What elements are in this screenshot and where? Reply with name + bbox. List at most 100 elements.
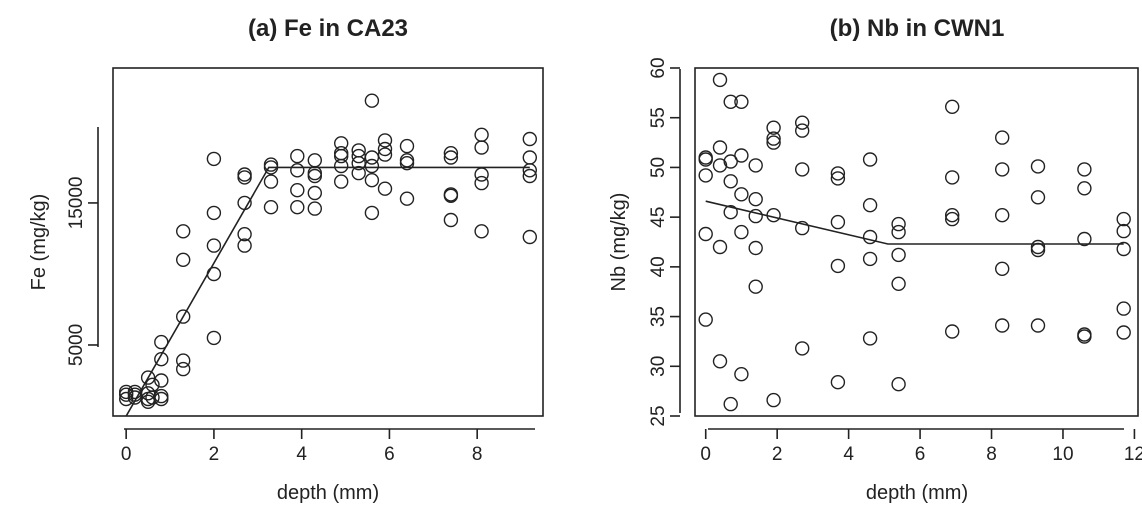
data-point-a — [154, 334, 169, 350]
data-point-b — [1030, 318, 1046, 333]
data-point-a — [175, 309, 191, 324]
data-point-b — [995, 318, 1010, 333]
data-point-a — [364, 205, 380, 221]
data-point-a — [154, 391, 169, 407]
data-point-a — [237, 195, 252, 211]
y-tick-label-b: 60 — [648, 57, 669, 78]
plot-frame-b — [694, 67, 1139, 417]
x-tick-label-b: 8 — [986, 444, 997, 465]
data-point-a — [474, 224, 489, 239]
data-point-b — [748, 208, 763, 224]
data-point-a — [364, 172, 380, 188]
fit-line-b — [705, 200, 1124, 245]
data-point-b — [830, 166, 846, 181]
data-point-b — [748, 279, 763, 294]
data-point-b — [734, 224, 749, 240]
data-point-b — [766, 207, 781, 223]
data-point-a — [237, 226, 252, 242]
data-point-a — [206, 238, 222, 253]
data-point-b — [723, 204, 738, 220]
data-point-b — [734, 187, 749, 202]
data-point-a — [364, 150, 380, 165]
data-point-a — [154, 388, 169, 404]
data-point-a — [118, 391, 134, 407]
data-point-b — [734, 94, 749, 110]
data-point-a — [237, 238, 252, 253]
data-point-a — [206, 151, 222, 167]
y-tick-label-b: 45 — [648, 207, 669, 228]
data-point-a — [206, 266, 222, 282]
data-point-b — [1077, 181, 1092, 196]
data-point-a — [263, 174, 279, 189]
y-axis-label-a: Fe (mg/kg) — [28, 194, 50, 291]
data-point-a — [290, 182, 305, 198]
data-point-a — [474, 167, 489, 182]
data-point-b — [830, 375, 846, 390]
data-point-b — [723, 396, 738, 412]
data-point-a — [443, 150, 459, 165]
data-point-a — [377, 141, 393, 157]
data-point-a — [334, 148, 349, 164]
data-point-b — [712, 72, 728, 88]
data-point-a — [145, 377, 160, 392]
data-point-b — [945, 99, 960, 115]
x-axis-label-b: depth (mm) — [866, 482, 968, 504]
chart-title-b: (b) Nb in CWN1 — [830, 15, 1005, 42]
panel-nb-cwn1: (b) Nb in CWN1 0 2 4 6 8 10 12 25 30 35 40 45 50 55 6… — [608, 15, 1142, 504]
data-point-b — [891, 216, 906, 232]
data-point-b — [862, 331, 878, 346]
data-point-b — [1030, 190, 1046, 205]
data-point-b — [748, 158, 763, 173]
y-tick-label-b: 30 — [648, 356, 669, 377]
y-tick-label-a: 15000 — [66, 177, 87, 230]
data-point-b — [945, 207, 960, 223]
data-point-b — [698, 226, 713, 242]
data-points-b — [698, 72, 1131, 412]
data-point-a — [522, 150, 537, 165]
data-point-a — [307, 185, 322, 201]
data-point-b — [830, 171, 846, 186]
data-point-b — [698, 152, 713, 167]
data-point-a — [175, 252, 191, 267]
data-point-a — [140, 394, 156, 409]
data-point-b — [766, 392, 781, 408]
data-point-b — [945, 324, 960, 339]
x-tick-label-b: 12 — [1124, 444, 1142, 465]
data-point-b — [862, 197, 878, 213]
data-point-a — [474, 140, 489, 155]
data-point-b — [995, 261, 1010, 276]
data-point-b — [830, 214, 846, 230]
data-point-a — [399, 191, 415, 206]
data-point-a — [175, 353, 191, 368]
x-ticks-b: 0 2 4 6 8 10 12 — [700, 429, 1142, 465]
data-point-a — [307, 153, 322, 168]
x-tick-label-b: 6 — [915, 444, 926, 465]
y-axis-label-b: Nb (mg/kg) — [608, 193, 630, 292]
data-point-b — [1116, 325, 1131, 340]
data-point-a — [522, 168, 537, 184]
y-ticks-b: 25 30 35 40 45 50 55 60 — [648, 57, 680, 427]
data-point-b — [734, 367, 749, 382]
data-point-a — [175, 224, 191, 239]
data-point-b — [862, 152, 878, 167]
fit-line-a — [125, 166, 530, 417]
data-point-b — [723, 94, 738, 110]
data-point-b — [698, 168, 713, 183]
panel-fe-ca23: (a) Fe in CA23 0 2 4 6 8 5000 15000 depth (mm… — [28, 15, 544, 504]
fit-line-path-a — [125, 166, 530, 417]
data-point-b — [766, 120, 781, 135]
data-point-b — [748, 240, 763, 256]
data-point-a — [154, 373, 169, 388]
data-point-b — [945, 170, 960, 185]
x-axis-label-a: depth (mm) — [277, 482, 379, 504]
data-point-a — [443, 212, 459, 228]
data-point-a — [443, 145, 459, 161]
data-point-a — [474, 127, 489, 143]
data-point-a — [399, 138, 415, 154]
data-point-a — [377, 133, 393, 148]
data-point-b — [1116, 211, 1131, 227]
data-point-b — [995, 130, 1010, 145]
data-point-a — [290, 163, 305, 178]
data-point-b — [891, 377, 906, 392]
